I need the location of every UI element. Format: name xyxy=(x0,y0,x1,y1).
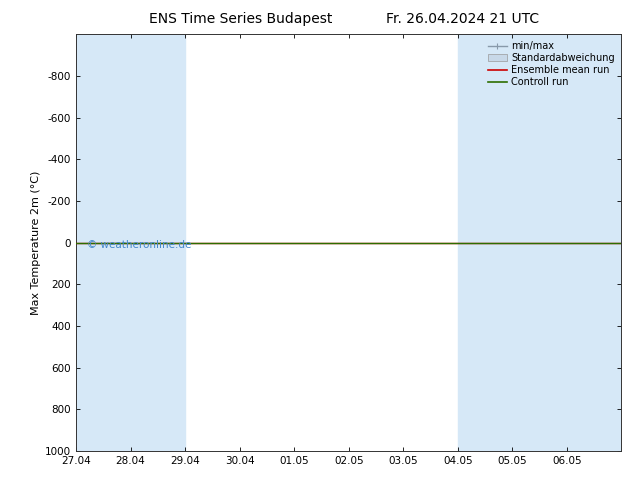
Legend: min/max, Standardabweichung, Ensemble mean run, Controll run: min/max, Standardabweichung, Ensemble me… xyxy=(486,39,616,89)
Text: © weatheronline.de: © weatheronline.de xyxy=(87,241,191,250)
Text: Fr. 26.04.2024 21 UTC: Fr. 26.04.2024 21 UTC xyxy=(386,12,540,26)
Text: ENS Time Series Budapest: ENS Time Series Budapest xyxy=(149,12,333,26)
Bar xyxy=(76,34,131,451)
Bar xyxy=(131,34,185,451)
Y-axis label: Max Temperature 2m (°C): Max Temperature 2m (°C) xyxy=(31,171,41,315)
Bar xyxy=(458,34,512,451)
Bar xyxy=(512,34,567,451)
Bar xyxy=(567,34,621,451)
